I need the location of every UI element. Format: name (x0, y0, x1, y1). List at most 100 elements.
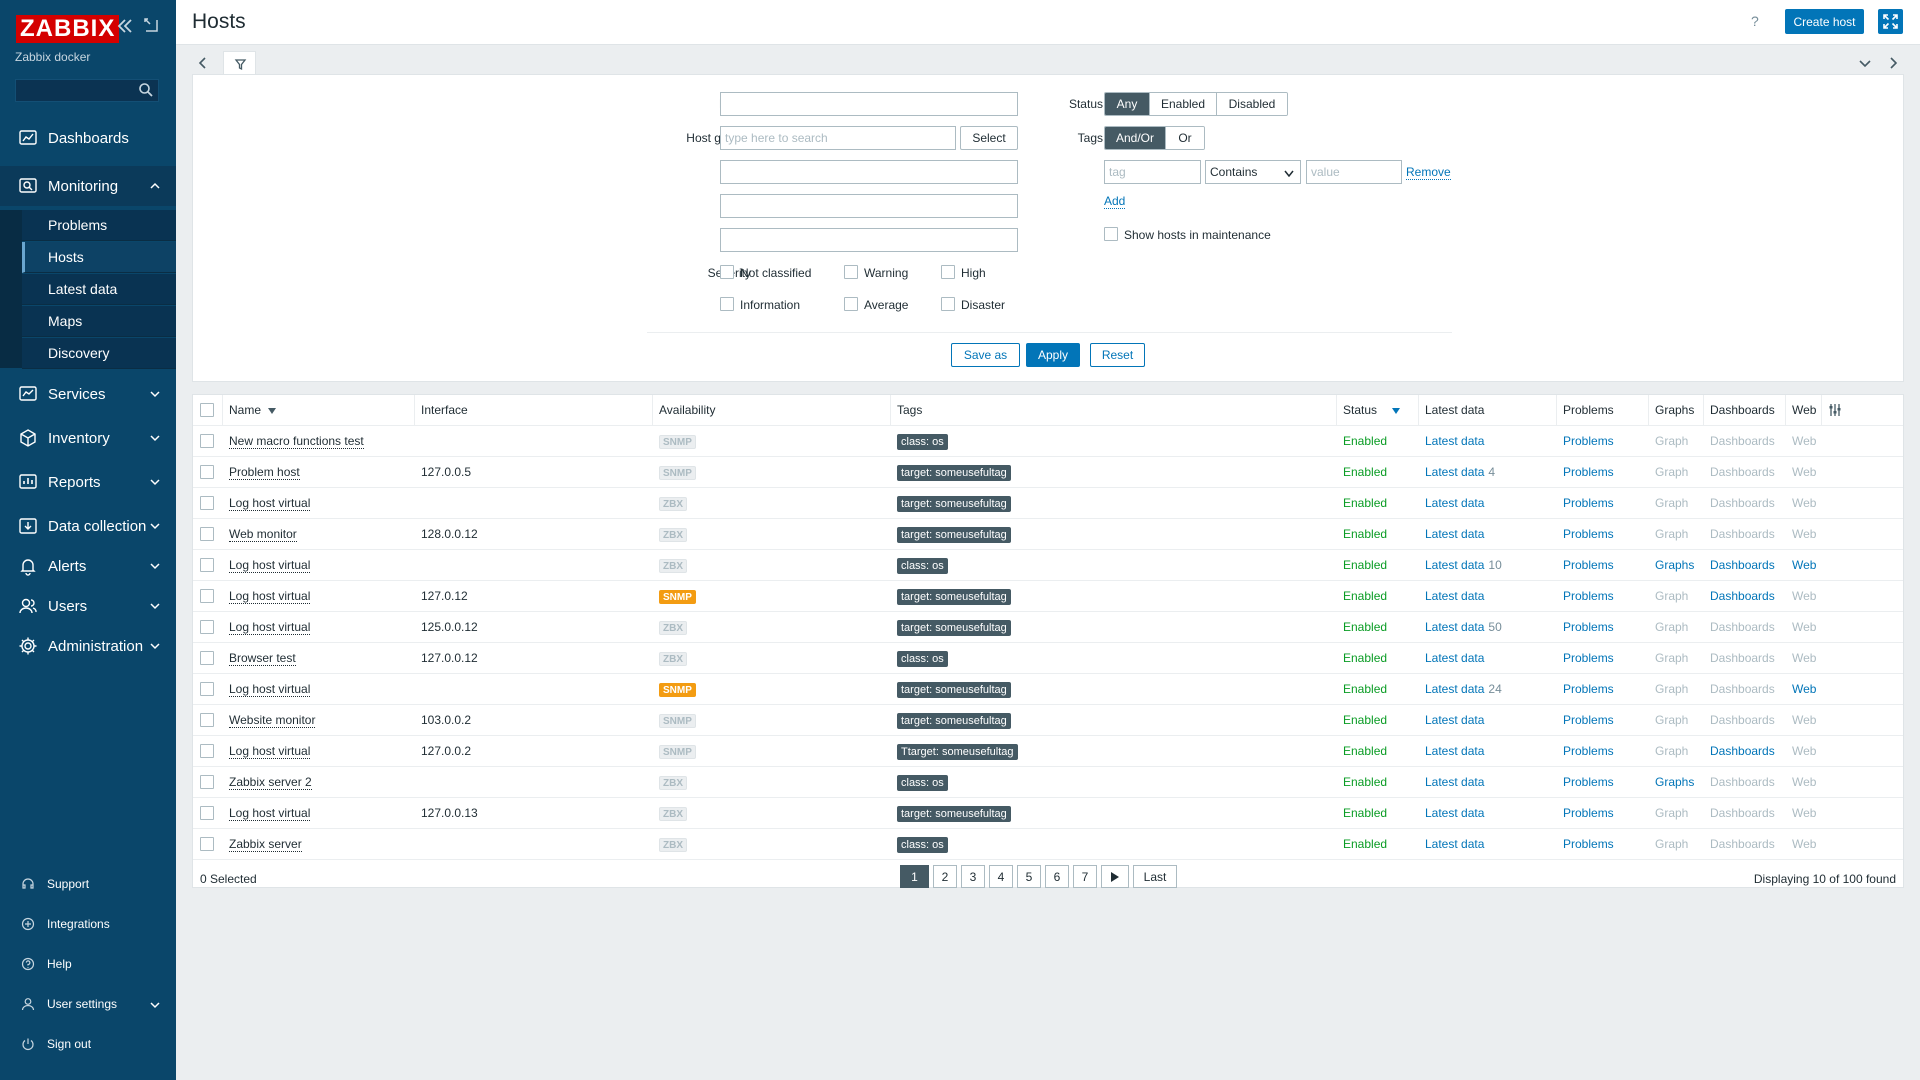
severity-warning-checkbox[interactable] (844, 265, 858, 279)
menu-dashboards[interactable]: Dashboards (0, 118, 176, 158)
severity-information-checkbox[interactable] (720, 297, 734, 311)
severity-high-checkbox[interactable] (941, 265, 955, 279)
save-as-button[interactable]: Save as (951, 343, 1020, 367)
host-groups-select-button[interactable]: Select (960, 126, 1018, 150)
menu-alerts[interactable]: Alerts (0, 546, 176, 586)
host-name-link[interactable]: Log host virtual (229, 620, 311, 635)
tag-operator-select[interactable]: Contains (1205, 160, 1301, 184)
kiosk-mode-icon[interactable] (143, 17, 159, 33)
dashboards-link[interactable]: Dashboards (1710, 744, 1775, 758)
tag-badge[interactable]: target: someusefultag (897, 713, 1011, 729)
status-enabled-option[interactable]: Enabled (1150, 93, 1217, 115)
status-link[interactable]: Enabled (1343, 806, 1388, 820)
sidebar-item-problems[interactable]: Problems (22, 210, 176, 241)
latest-link[interactable]: Latest data (1425, 465, 1485, 479)
latest-link[interactable]: Latest data (1425, 775, 1485, 789)
tag-badge[interactable]: target: someusefultag (897, 465, 1011, 481)
chevron-right-icon[interactable] (1885, 55, 1901, 71)
latest-link[interactable]: Latest data (1425, 806, 1485, 820)
host-name-link[interactable]: Log host virtual (229, 682, 311, 697)
problems-link[interactable]: Problems (1563, 651, 1614, 665)
tag-badge[interactable]: target: someusefultag (897, 496, 1011, 512)
row-checkbox[interactable] (200, 496, 214, 510)
create-host-button[interactable]: Create host (1785, 9, 1864, 34)
latest-link[interactable]: Latest data (1425, 682, 1485, 696)
menu-reports[interactable]: Reports (0, 462, 176, 502)
fullscreen-button[interactable] (1878, 9, 1903, 34)
web-link[interactable]: Web (1792, 682, 1817, 696)
row-checkbox[interactable] (200, 713, 214, 727)
problems-link[interactable]: Problems (1563, 682, 1614, 696)
tag-value-input[interactable]: value (1306, 160, 1402, 184)
tag-badge[interactable]: class: os (897, 775, 948, 791)
severity-disaster-checkbox[interactable] (941, 297, 955, 311)
status-disabled-option[interactable]: Disabled (1217, 93, 1287, 115)
filter-tab[interactable] (223, 51, 256, 75)
latest-link[interactable]: Latest data (1425, 651, 1485, 665)
tag-badge[interactable]: Ttarget: someusefultag (897, 744, 1018, 760)
tag-badge[interactable]: target: someusefultag (897, 682, 1011, 698)
row-checkbox[interactable] (200, 744, 214, 758)
tag-badge[interactable]: class: os (897, 837, 948, 853)
status-link[interactable]: Enabled (1343, 589, 1388, 603)
host-name-link[interactable]: New macro functions test (229, 434, 364, 449)
latest-link[interactable]: Latest data (1425, 558, 1485, 572)
problems-link[interactable]: Problems (1563, 744, 1614, 758)
page-2-button[interactable]: 2 (933, 865, 957, 888)
problems-link[interactable]: Problems (1563, 558, 1614, 572)
status-link[interactable]: Enabled (1343, 496, 1388, 510)
page-7-button[interactable]: 7 (1073, 865, 1097, 888)
status-link[interactable]: Enabled (1343, 620, 1388, 634)
menu-services[interactable]: Services (0, 374, 176, 414)
menu-inventory[interactable]: Inventory (0, 418, 176, 458)
latest-link[interactable]: Latest data (1425, 744, 1485, 758)
menu-user-settings[interactable]: User settings (0, 989, 176, 1019)
status-link[interactable]: Enabled (1343, 744, 1388, 758)
latest-link[interactable]: Latest data (1425, 837, 1485, 851)
host-name-link[interactable]: Web monitor (229, 527, 297, 542)
row-checkbox[interactable] (200, 434, 214, 448)
problems-link[interactable]: Problems (1563, 620, 1614, 634)
menu-support[interactable]: Support (0, 869, 176, 899)
host-name-link[interactable]: Zabbix server 2 (229, 775, 312, 790)
last-page-button[interactable]: Last (1133, 865, 1177, 888)
row-checkbox[interactable] (200, 682, 214, 696)
tag-name-input[interactable]: tag (1104, 160, 1201, 184)
col-settings[interactable] (1822, 395, 1852, 425)
severity-average-checkbox[interactable] (844, 297, 858, 311)
dashboards-link[interactable]: Dashboards (1710, 589, 1775, 603)
host-name-link[interactable]: Log host virtual (229, 558, 311, 573)
menu-help[interactable]: Help (0, 949, 176, 979)
tag-remove-link[interactable]: Remove (1406, 165, 1451, 180)
row-checkbox[interactable] (200, 558, 214, 572)
menu-administration[interactable]: Administration (0, 626, 176, 666)
menu-users[interactable]: Users (0, 586, 176, 626)
sidebar-item-discovery[interactable]: Discovery (22, 338, 176, 369)
sidebar-item-hosts[interactable]: Hosts (22, 242, 176, 273)
problems-link[interactable]: Problems (1563, 806, 1614, 820)
sidebar-item-maps[interactable]: Maps (22, 306, 176, 337)
host-name-link[interactable]: Log host virtual (229, 806, 311, 821)
status-any-option[interactable]: Any (1105, 93, 1150, 115)
page-1-button[interactable]: 1 (900, 865, 929, 888)
row-checkbox[interactable] (200, 589, 214, 603)
host-groups-input[interactable]: type here to search (720, 126, 956, 150)
status-link[interactable]: Enabled (1343, 713, 1388, 727)
status-link[interactable]: Enabled (1343, 837, 1388, 851)
menu-monitoring[interactable]: Monitoring (0, 166, 176, 206)
graphs-link[interactable]: Graphs (1655, 558, 1695, 572)
search-icon[interactable] (138, 82, 154, 98)
status-link[interactable]: Enabled (1343, 527, 1388, 541)
tags-or-option[interactable]: Or (1166, 127, 1204, 149)
row-checkbox[interactable] (200, 620, 214, 634)
graphs-link[interactable]: Graphs (1655, 775, 1695, 789)
page-6-button[interactable]: 6 (1045, 865, 1069, 888)
col-interface[interactable]: Interface (415, 395, 653, 425)
latest-link[interactable]: Latest data (1425, 434, 1485, 448)
row-checkbox[interactable] (200, 837, 214, 851)
web-link[interactable]: Web (1792, 558, 1817, 572)
row-checkbox[interactable] (200, 806, 214, 820)
tag-badge[interactable]: class: os (897, 651, 948, 667)
latest-link[interactable]: Latest data (1425, 589, 1485, 603)
problems-link[interactable]: Problems (1563, 496, 1614, 510)
